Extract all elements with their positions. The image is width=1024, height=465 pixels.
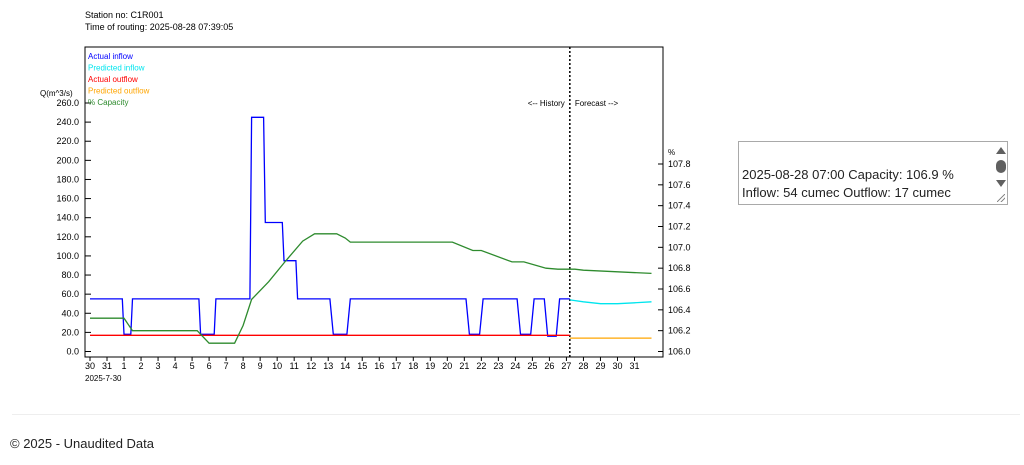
x-tick-label: 9: [258, 361, 263, 371]
y-left-tick-label: 60.0: [61, 289, 79, 299]
flow-chart: Station no: C1R001 Time of routing: 2025…: [40, 10, 691, 383]
x-tick-label: 3: [156, 361, 161, 371]
legend-entry: Actual inflow: [88, 52, 133, 61]
x-tick-label: 19: [425, 361, 435, 371]
legend-entry: Actual outflow: [88, 75, 138, 84]
y-left-tick-label: 40.0: [61, 308, 79, 318]
forecast-label: Forecast -->: [575, 99, 619, 108]
station-label: Station no: C1R001: [85, 10, 164, 20]
y-left-tick-label: 140.0: [56, 213, 79, 223]
x-tick-label: 10: [272, 361, 282, 371]
y-left-tick-label: 160.0: [56, 194, 79, 204]
plot-frame: [84, 46, 664, 358]
series-line-capacity: [90, 233, 652, 344]
y-right-tick-label: 106.2: [668, 326, 691, 336]
series-line-predicted-inflow: [569, 299, 652, 305]
x-tick-label: 28: [578, 361, 588, 371]
x-tick-label: 20: [442, 361, 452, 371]
y-right-axis-label: %: [668, 148, 675, 157]
y-left-tick-label: 120.0: [56, 232, 79, 242]
x-tick-label: 11: [290, 361, 299, 371]
x-tick-label: 21: [459, 361, 469, 371]
y-left-tick-label: 200.0: [56, 155, 79, 165]
x-tick-label: 6: [207, 361, 212, 371]
routing-time-label: Time of routing: 2025-08-28 07:39:05: [85, 22, 233, 32]
legend-entry: Predicted outflow: [88, 87, 150, 96]
x-tick-label: 29: [595, 361, 605, 371]
y-left-tick-label: 240.0: [56, 117, 79, 127]
y-left-tick-label: 100.0: [56, 251, 79, 261]
x-tick-label: 30: [612, 361, 622, 371]
x-tick-label: 30: [85, 361, 95, 371]
x-tick-label: 31: [102, 361, 112, 371]
y-right-tick-label: 106.6: [668, 284, 691, 294]
y-left-tick-label: 180.0: [56, 174, 79, 184]
y-right-tick-label: 107.6: [668, 180, 691, 190]
y-right-tick-label: 106.4: [668, 305, 691, 315]
x-tick-label: 31: [629, 361, 639, 371]
x-tick-label: 25: [527, 361, 537, 371]
x-tick-label: 24: [510, 361, 520, 371]
series-line-actual-inflow: [90, 116, 570, 337]
y-left-tick-label: 260.0: [56, 98, 79, 108]
x-tick-label: 5: [190, 361, 195, 371]
y-right-tick-label: 106.0: [668, 347, 691, 357]
x-start-date-label: 2025-7-30: [85, 374, 122, 383]
x-tick-label: 26: [544, 361, 554, 371]
x-tick-label: 22: [476, 361, 486, 371]
scroll-down-arrow-icon[interactable]: [996, 180, 1006, 187]
y-left-tick-label: 0.0: [66, 347, 79, 357]
x-tick-label: 18: [408, 361, 418, 371]
x-tick-label: 8: [241, 361, 246, 371]
info-line-capacity: 2025-08-28 07:00 Capacity: 106.9 %: [742, 167, 954, 182]
x-tick-label: 23: [493, 361, 503, 371]
y-left-tick-label: 80.0: [61, 270, 79, 280]
x-tick-label: 17: [391, 361, 401, 371]
resize-grip-icon[interactable]: [997, 194, 1005, 202]
footer-text: © 2025 - Unaudited Data: [10, 436, 155, 451]
y-right-tick-label: 107.0: [668, 242, 691, 252]
y-left-tick-label: 20.0: [61, 327, 79, 337]
info-textarea[interactable]: 2025-08-28 07:00 Capacity: 106.9 % Inflo…: [738, 141, 1008, 205]
y-right-tick-label: 107.4: [668, 201, 691, 211]
x-tick-label: 16: [374, 361, 384, 371]
x-tick-label: 4: [173, 361, 178, 371]
x-tick-label: 1: [122, 361, 127, 371]
y-right-tick-label: 106.8: [668, 263, 691, 273]
scrollbar-thumb[interactable]: [996, 160, 1006, 173]
y-right-tick-label: 107.2: [668, 222, 691, 232]
info-text: 2025-08-28 07:00 Capacity: 106.9 % Inflo…: [742, 166, 954, 202]
x-tick-label: 15: [357, 361, 367, 371]
x-tick-label: 14: [340, 361, 350, 371]
info-line-flow: Inflow: 54 cumec Outflow: 17 cumec: [742, 185, 951, 200]
x-tick-label: 7: [224, 361, 229, 371]
y-right-tick-label: 107.8: [668, 159, 691, 169]
scroll-up-arrow-icon[interactable]: [996, 147, 1006, 154]
footer-divider: [12, 414, 1020, 415]
y-left-axis-label: Q(m^3/s): [40, 89, 73, 98]
legend-entry: Predicted inflow: [88, 64, 145, 73]
y-left-tick-label: 220.0: [56, 136, 79, 146]
history-label: <-- History: [528, 99, 565, 108]
x-tick-label: 13: [323, 361, 333, 371]
x-tick-label: 2: [139, 361, 144, 371]
x-tick-label: 12: [306, 361, 316, 371]
legend-entry: % Capacity: [88, 98, 128, 107]
x-tick-label: 27: [561, 361, 571, 371]
